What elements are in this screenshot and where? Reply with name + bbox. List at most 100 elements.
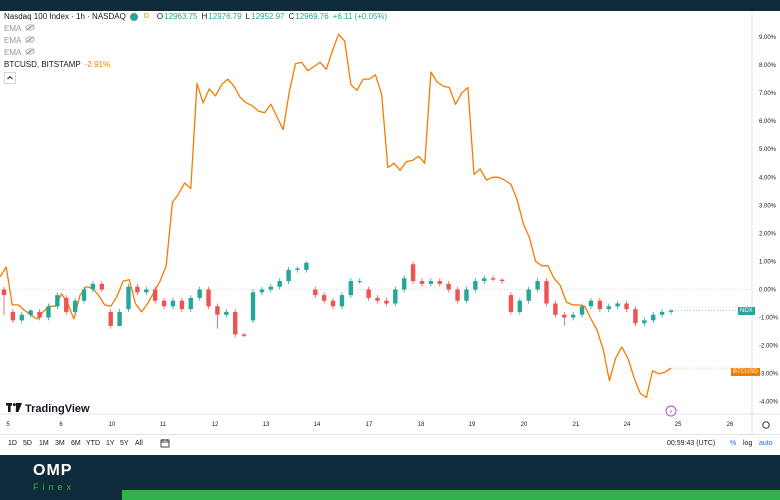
- gear-icon[interactable]: [762, 421, 770, 429]
- range-ytd-button[interactable]: YTD: [86, 440, 100, 447]
- percent-scale-button[interactable]: %: [730, 440, 737, 447]
- candle-down: [1, 289, 7, 296]
- candle-up: [535, 281, 540, 290]
- close-value: 12969.76: [295, 12, 329, 21]
- footer-accent-bar: [122, 490, 780, 500]
- x-tick-label: 13: [263, 422, 270, 428]
- series-title: Nasdaq 100 Index · 1h · NASDAQ: [4, 12, 126, 21]
- candle-down: [99, 283, 105, 290]
- y-tick-label: 3.00%: [759, 203, 777, 209]
- candle-up: [464, 289, 469, 301]
- candle-up: [90, 283, 96, 290]
- open-label: O: [156, 12, 164, 21]
- eye-hidden-icon[interactable]: [25, 35, 35, 47]
- candle-down: [553, 303, 558, 315]
- candle-down: [633, 309, 638, 324]
- x-tick-label: 6: [59, 422, 63, 428]
- candle-down: [597, 300, 603, 310]
- ema-row-1[interactable]: EMA: [4, 23, 387, 35]
- ema-row-3[interactable]: EMA: [4, 47, 387, 59]
- candle-down: [544, 281, 549, 304]
- tradingview-wordmark: TradingView: [25, 403, 90, 415]
- y-tick-label: 1.00%: [759, 259, 777, 265]
- candle-up: [277, 281, 282, 287]
- candle-up: [304, 262, 309, 270]
- candle-down: [624, 303, 629, 310]
- candle-up: [473, 281, 478, 290]
- auto-scale-button[interactable]: auto: [759, 440, 773, 447]
- tradingview-logo[interactable]: TradingView: [6, 403, 90, 415]
- candle-down: [135, 286, 140, 293]
- candle-up: [81, 289, 87, 301]
- candle-up: [517, 300, 523, 312]
- candle-down: [152, 289, 158, 301]
- candle-down: [366, 289, 371, 298]
- candle-down: [241, 334, 247, 336]
- log-scale-button[interactable]: log: [743, 440, 753, 447]
- candle-down: [419, 281, 425, 284]
- ndx-price-tag: NDX: [738, 307, 755, 315]
- candle-up: [224, 311, 229, 315]
- eye-hidden-icon[interactable]: [25, 47, 35, 59]
- candle-down: [179, 300, 185, 310]
- range-6m-button[interactable]: 6M: [71, 440, 81, 447]
- candle-up: [348, 281, 354, 296]
- y-tick-label: 6.00%: [759, 119, 777, 125]
- ema-label: EMA: [4, 24, 22, 33]
- candle-up: [55, 295, 60, 307]
- candle-down: [508, 295, 514, 312]
- x-tick-label: 14: [314, 422, 321, 428]
- chart-canvas[interactable]: 9.00% 8.00% 7.00% 6.00% 5.00% 4.00% 3.00% 2.00%…: [0, 11, 780, 434]
- x-tick-label: 20: [521, 422, 528, 428]
- candle-down: [64, 297, 69, 312]
- ema-label: EMA: [4, 36, 22, 45]
- y-tick-label: -4.00%: [759, 400, 779, 406]
- high-label: H: [201, 12, 208, 21]
- y-tick-label: 9.00%: [759, 35, 777, 41]
- low-label: L: [245, 12, 251, 21]
- btc-series-label: BTCUSD, BITSTAMP: [4, 60, 81, 69]
- candle-down: [499, 279, 505, 282]
- x-tick-label: 10: [109, 422, 116, 428]
- y-tick-label: -3.00%: [759, 372, 779, 378]
- range-5y-button[interactable]: 5Y: [120, 440, 129, 447]
- candle-down: [375, 297, 380, 301]
- range-1m-button[interactable]: 1M: [39, 440, 49, 447]
- candle-down: [233, 311, 238, 335]
- btc-price-tag: BTCUSD: [731, 368, 760, 376]
- x-tick-label: 25: [675, 422, 682, 428]
- y-tick-label: 8.00%: [759, 63, 777, 69]
- x-tick-label: 24: [624, 422, 631, 428]
- tradingview-mark-icon: [6, 403, 22, 415]
- x-tick-label: 21: [573, 422, 580, 428]
- ema-row-2[interactable]: EMA: [4, 35, 387, 47]
- eye-hidden-icon[interactable]: [25, 23, 35, 35]
- candle-up: [668, 310, 674, 312]
- candle-down: [437, 281, 442, 284]
- candle-up: [286, 269, 291, 282]
- range-all-button[interactable]: All: [135, 440, 143, 447]
- x-tick-label: 11: [160, 422, 167, 428]
- utc-clock[interactable]: 00:59:43 (UTC): [667, 440, 716, 447]
- range-1d-button[interactable]: 1D: [8, 440, 17, 447]
- y-tick-label: 7.00%: [759, 91, 777, 97]
- range-1y-button[interactable]: 1Y: [106, 440, 115, 447]
- btc-series-row[interactable]: BTCUSD, BITSTAMP -2.91%: [4, 59, 387, 71]
- candle-down: [108, 311, 113, 326]
- y-tick-label: 5.00%: [759, 147, 777, 153]
- main-series-row[interactable]: Nasdaq 100 Index · 1h · NASDAQ D O 12963.…: [4, 11, 387, 23]
- chart-frame: 9.00% 8.00% 7.00% 6.00% 5.00% 4.00% 3.00% 2.00%…: [0, 11, 780, 455]
- candle-up: [357, 281, 362, 283]
- range-5d-button[interactable]: 5D: [23, 440, 32, 447]
- close-label: C: [288, 12, 295, 21]
- x-tick-label: 12: [212, 422, 219, 428]
- date-range-icon[interactable]: [160, 438, 170, 450]
- y-tick-label: -2.00%: [759, 344, 779, 350]
- range-3m-button[interactable]: 3M: [55, 440, 65, 447]
- bottom-toolbar: 1D 5D 1M 3M 6M YTD 1Y 5Y All 00:59:43 (U…: [0, 434, 780, 453]
- chart-legend: Nasdaq 100 Index · 1h · NASDAQ D O 12963.…: [4, 11, 387, 84]
- candle-down: [384, 300, 389, 304]
- collapse-legend-button[interactable]: [4, 71, 16, 84]
- btc-change: -2.91%: [84, 60, 111, 69]
- candle-up: [117, 311, 122, 326]
